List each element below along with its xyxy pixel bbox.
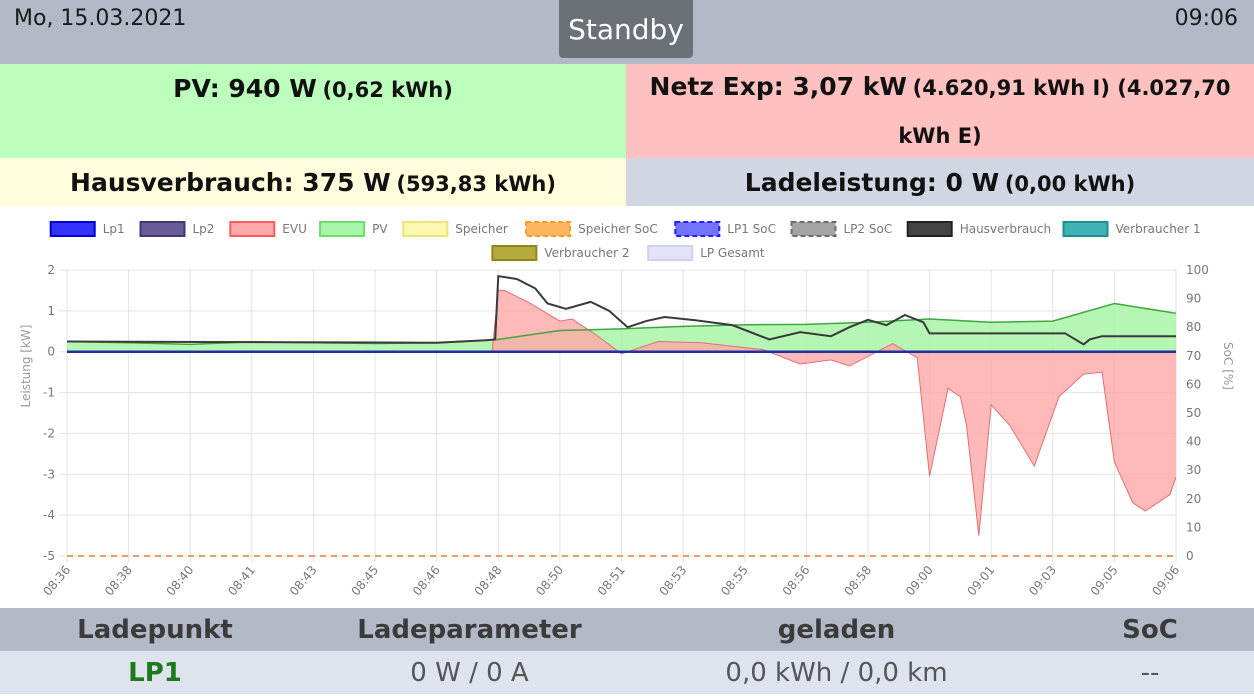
charge-energy: (0,00 kWh) bbox=[1004, 172, 1136, 196]
y-tick-label: 1 bbox=[47, 304, 55, 318]
table-row[interactable]: LP1 0 W / 0 A 0,0 kWh / 0,0 km -- bbox=[0, 651, 1254, 694]
y-tick-label: 2 bbox=[47, 263, 55, 277]
x-tick-label: 08:51 bbox=[595, 563, 628, 598]
y2-tick-label: 100 bbox=[1186, 263, 1209, 277]
x-tick-label: 08:55 bbox=[718, 563, 751, 598]
y2-tick-label: 20 bbox=[1186, 492, 1201, 506]
y-axis-label: Leistung [kW] bbox=[19, 325, 33, 408]
y2-tick-label: 70 bbox=[1186, 349, 1201, 363]
legend-swatch bbox=[49, 221, 96, 237]
house-power: Hausverbrauch: 375 W bbox=[70, 168, 391, 197]
y-tick-label: -4 bbox=[43, 508, 55, 522]
col-header-soc: SoC bbox=[1122, 615, 1178, 645]
legend-label: Hausverbrauch bbox=[960, 222, 1051, 236]
y-tick-label: -1 bbox=[43, 386, 55, 400]
y-tick-label: 0 bbox=[47, 345, 55, 359]
x-tick-label: 08:46 bbox=[410, 563, 443, 598]
legend-swatch bbox=[525, 221, 572, 237]
x-tick-label: 09:00 bbox=[903, 563, 936, 598]
y2-tick-label: 50 bbox=[1186, 406, 1201, 420]
power-chart[interactable]: Lp1 Lp2 EVU PV Speicher Speicher SoC LP1 SoC LP… bbox=[0, 206, 1254, 608]
charge-parameters: 0 W / 0 A bbox=[410, 658, 529, 688]
col-header-ladeparameter: Ladeparameter bbox=[357, 615, 582, 645]
y-tick-label: -3 bbox=[43, 467, 55, 481]
legend-label: Lp2 bbox=[193, 222, 215, 236]
y2-tick-label: 30 bbox=[1186, 463, 1201, 477]
x-tick-label: 08:48 bbox=[472, 563, 505, 598]
x-tick-label: 08:50 bbox=[533, 563, 566, 598]
x-tick-label: 08:43 bbox=[287, 563, 320, 598]
y2-axis-label: SoC [%] bbox=[1221, 342, 1235, 390]
x-tick-label: 08:36 bbox=[40, 563, 73, 598]
legend-label: Verbraucher 2 bbox=[544, 246, 629, 260]
charged-amount: 0,0 kWh / 0,0 km bbox=[725, 658, 948, 688]
legend-label: LP Gesamt bbox=[700, 246, 765, 260]
y-tick-label: -2 bbox=[43, 426, 55, 440]
y2-tick-label: 10 bbox=[1186, 520, 1201, 534]
pv-energy: (0,62 kWh) bbox=[322, 78, 453, 102]
legend-label: Verbraucher 1 bbox=[1116, 222, 1201, 236]
legend-swatch bbox=[491, 245, 538, 261]
legend-swatch bbox=[647, 245, 694, 261]
col-header-ladepunkt: Ladepunkt bbox=[77, 615, 233, 645]
chart-legend[interactable]: Lp1 Lp2 EVU PV Speicher Speicher SoC LP1 SoC LP… bbox=[49, 221, 1201, 261]
charge-mode-button[interactable]: Standby bbox=[559, 0, 693, 58]
legend-swatch bbox=[139, 221, 186, 237]
legend-swatch bbox=[1062, 221, 1109, 237]
hausverbrauch-line bbox=[66, 274, 1176, 346]
house-tile: Hausverbrauch: 375 W (593,83 kWh) bbox=[0, 158, 626, 206]
y2-tick-label: 40 bbox=[1186, 435, 1201, 449]
legend-swatch bbox=[229, 221, 276, 237]
legend-label: EVU bbox=[282, 222, 307, 236]
chargepoint-table-header: Ladepunkt Ladeparameter geladen SoC bbox=[0, 608, 1254, 651]
y2-tick-label: 90 bbox=[1186, 292, 1201, 306]
x-tick-label: 09:01 bbox=[965, 563, 998, 598]
chart-series bbox=[66, 274, 1177, 557]
x-tick-label: 09:03 bbox=[1026, 563, 1059, 598]
x-tick-label: 08:41 bbox=[225, 563, 258, 598]
x-tick-label: 09:05 bbox=[1088, 563, 1121, 598]
x-tick-label: 08:53 bbox=[656, 563, 689, 598]
x-tick-label: 08:56 bbox=[780, 563, 813, 598]
y2-tick-label: 80 bbox=[1186, 320, 1201, 334]
legend-swatch bbox=[674, 221, 721, 237]
legend-label: LP2 SoC bbox=[844, 222, 893, 236]
pv-power: PV: 940 W bbox=[173, 74, 317, 103]
legend-label: Speicher SoC bbox=[578, 222, 658, 236]
charge-power: Ladeleistung: 0 W bbox=[744, 168, 1000, 197]
time-display: 09:06 bbox=[1174, 6, 1238, 31]
x-tick-label: 08:40 bbox=[164, 563, 197, 598]
grid-power: Netz Exp: 3,07 kW bbox=[649, 72, 908, 101]
chargepoint-name[interactable]: LP1 bbox=[128, 658, 182, 688]
legend-label: Lp1 bbox=[103, 222, 125, 236]
y2-tick-label: 60 bbox=[1186, 377, 1201, 391]
soc-value: -- bbox=[1140, 658, 1160, 688]
legend-swatch bbox=[402, 221, 449, 237]
grid-tile: Netz Exp: 3,07 kW (4.620,91 kWh I) (4.02… bbox=[626, 64, 1254, 158]
date-display: Mo, 15.03.2021 bbox=[14, 6, 187, 31]
col-header-geladen: geladen bbox=[777, 615, 896, 645]
legend-label: PV bbox=[372, 222, 388, 236]
x-tick-label: 08:45 bbox=[348, 563, 381, 598]
chart-grid bbox=[59, 269, 1177, 562]
x-tick-label: 08:58 bbox=[841, 563, 874, 598]
top-bar: Mo, 15.03.2021 Standby 09:06 bbox=[0, 0, 1254, 64]
legend-label: Speicher bbox=[455, 222, 508, 236]
legend-swatch bbox=[790, 221, 837, 237]
house-energy: (593,83 kWh) bbox=[396, 172, 556, 196]
legend-swatch bbox=[906, 221, 953, 237]
legend-label: LP1 SoC bbox=[727, 222, 776, 236]
y-tick-label: -5 bbox=[43, 549, 55, 563]
y2-tick-label: 0 bbox=[1186, 549, 1194, 563]
pv-tile: PV: 940 W (0,62 kWh) bbox=[0, 64, 626, 158]
x-tick-label: 08:38 bbox=[102, 563, 135, 598]
charge-tile: Ladeleistung: 0 W (0,00 kWh) bbox=[626, 158, 1254, 206]
pv-area bbox=[67, 303, 1176, 352]
grid-energy: (4.620,91 kWh I) (4.027,70 kWh E) bbox=[898, 76, 1231, 148]
legend-swatch bbox=[319, 221, 366, 237]
x-tick-label: 09:06 bbox=[1149, 563, 1182, 598]
